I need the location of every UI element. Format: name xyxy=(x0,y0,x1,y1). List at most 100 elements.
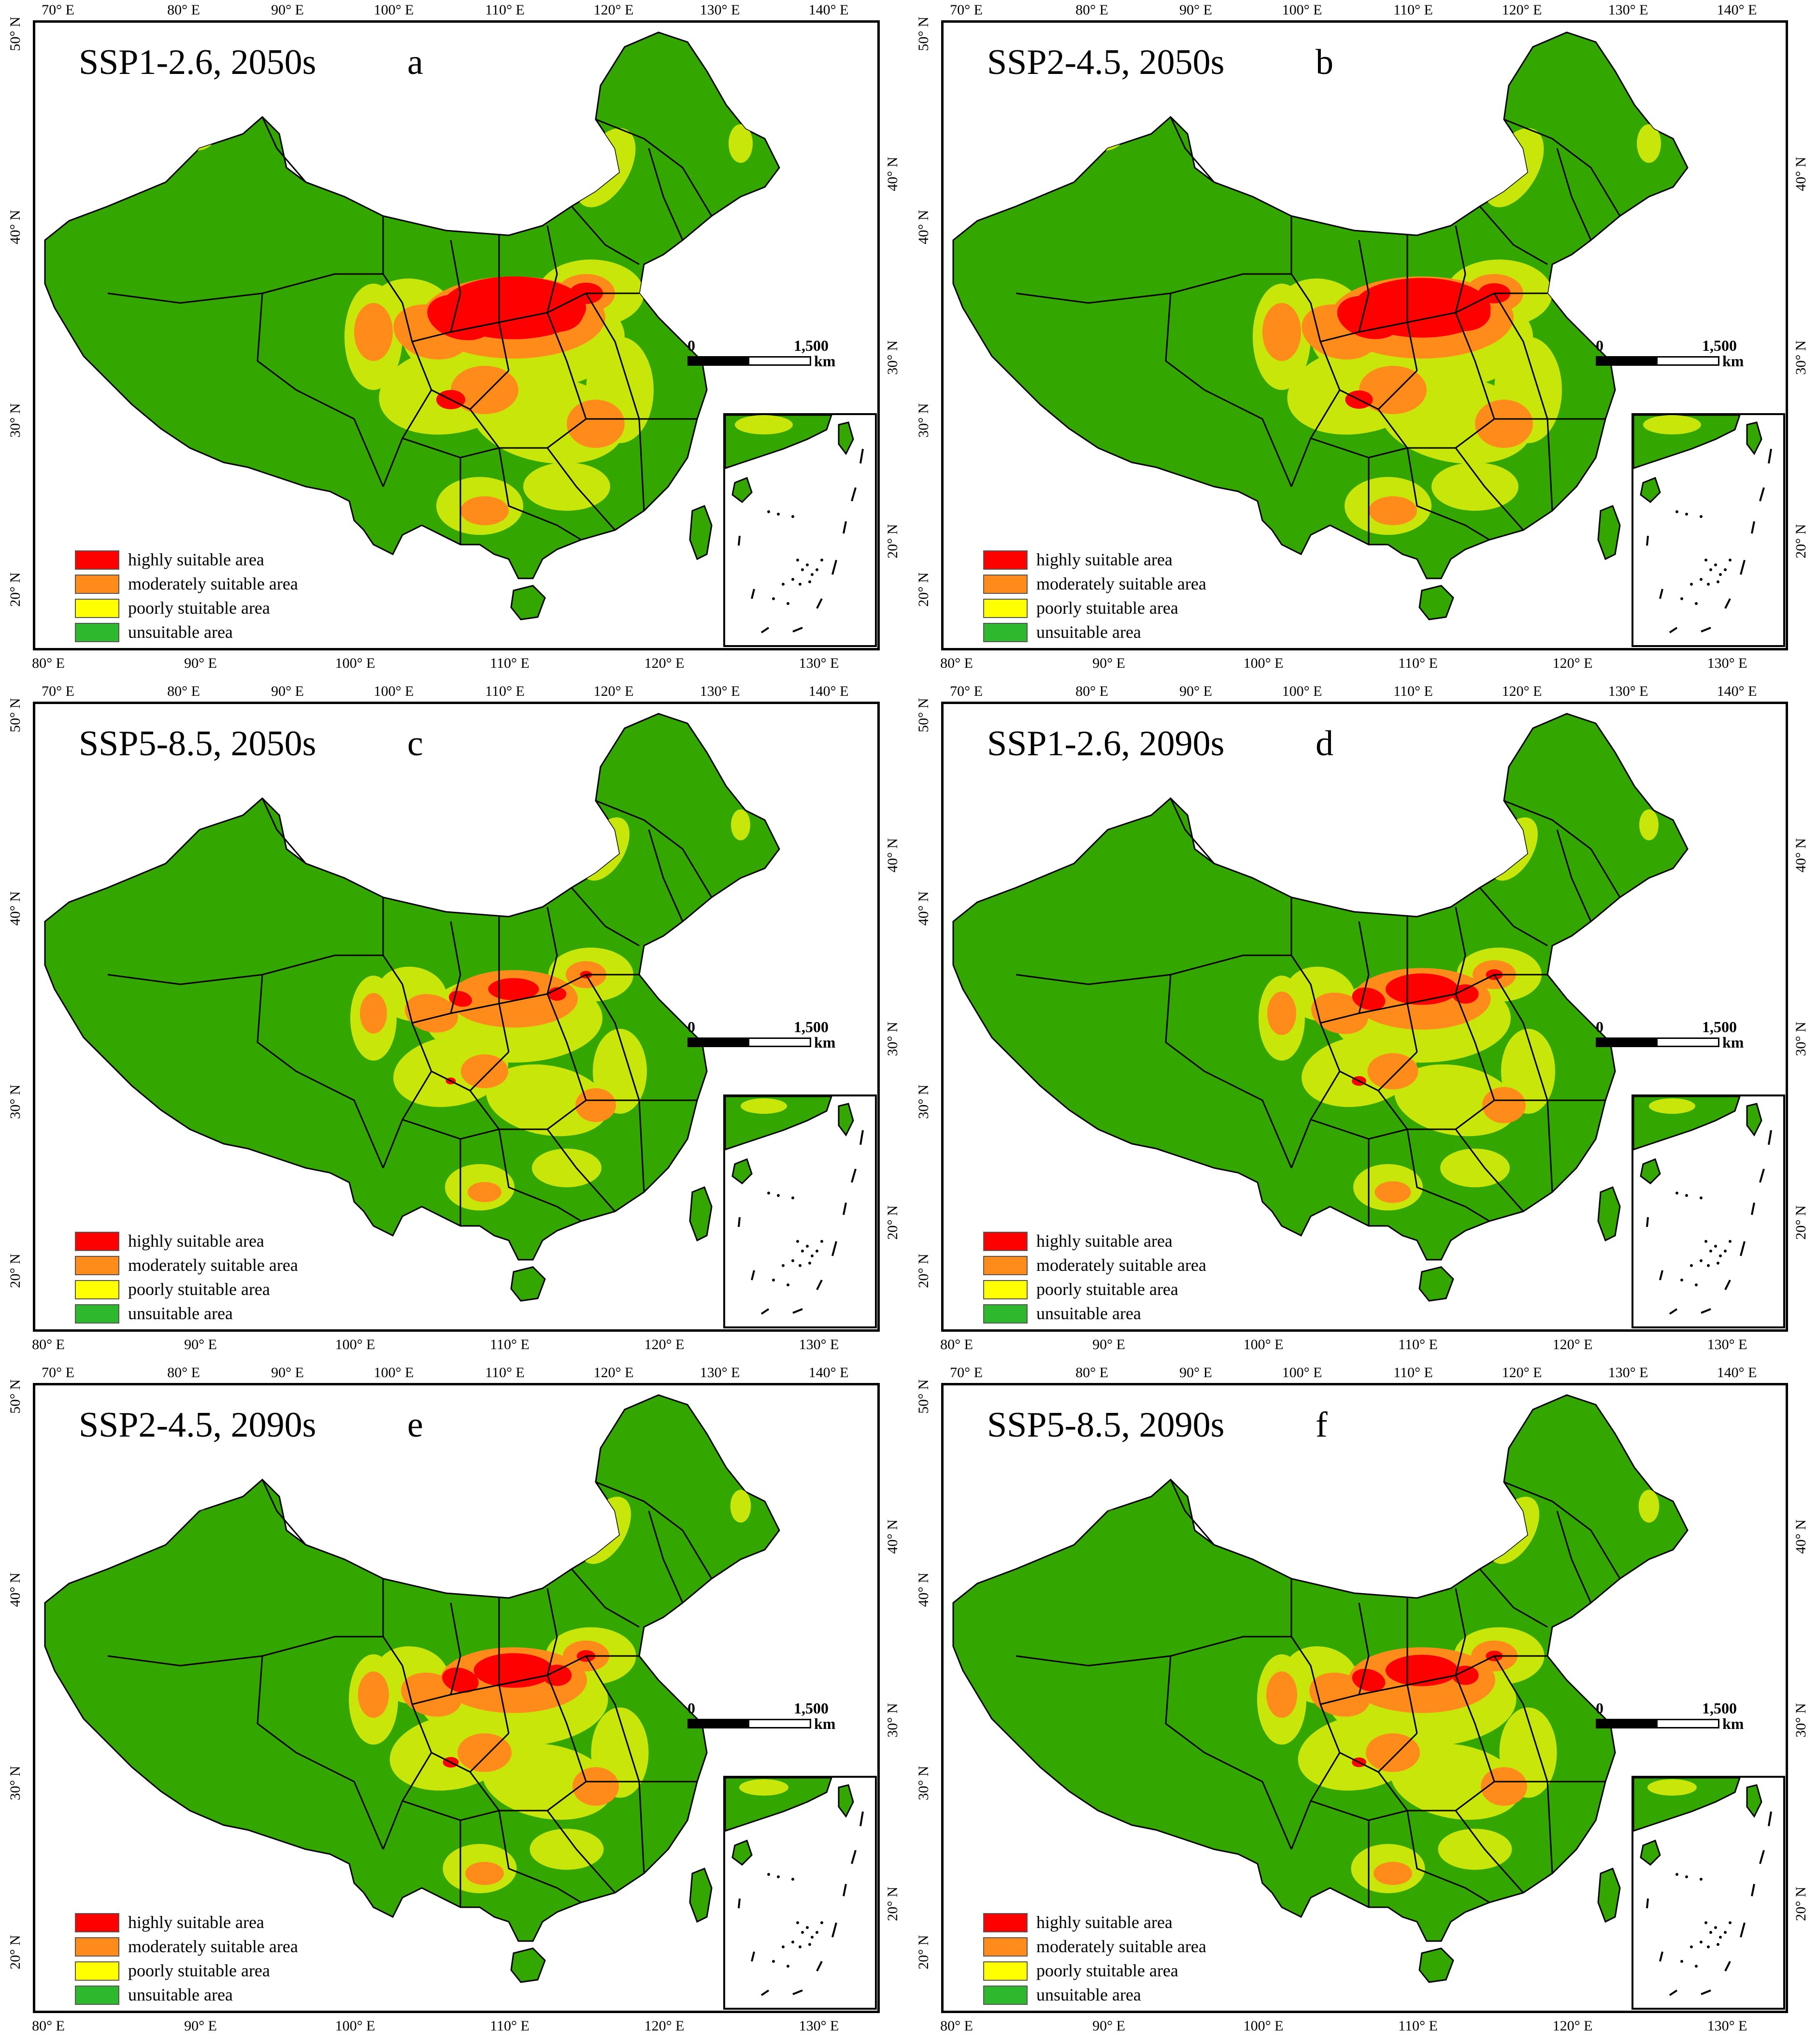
legend-swatch-highly xyxy=(983,550,1028,570)
top-tick-label: 100° E xyxy=(1282,1365,1322,1381)
inset-island-dot xyxy=(1707,583,1710,586)
legend-label-poorly: poorly stuitable area xyxy=(128,598,270,618)
left-lat-label: 20° N xyxy=(7,1253,23,1288)
inset-dash-line xyxy=(831,1922,837,1938)
legend-label-moderately: moderately suitable area xyxy=(1036,1255,1206,1275)
province-boundary xyxy=(595,118,713,216)
inset-island-dot xyxy=(1685,1194,1688,1197)
top-tick-label: 130° E xyxy=(1608,683,1648,699)
bottom-tick-label: 120° E xyxy=(1552,1337,1593,1353)
province-boundary xyxy=(546,907,558,994)
left-lat-label: 20° N xyxy=(916,1935,931,1970)
inset-dash-line xyxy=(851,1168,857,1183)
legend-swatch-highly xyxy=(983,1232,1028,1251)
bottom-tick-label: 90° E xyxy=(1092,655,1125,671)
moderately-suitable-zone xyxy=(1359,366,1427,414)
province-boundary xyxy=(1455,312,1495,419)
top-tick-label: 120° E xyxy=(1502,2,1542,18)
panel-title: SSP2-4.5, 2050s xyxy=(987,43,1225,82)
inset-island-dot xyxy=(772,1960,775,1963)
scale-zero-label: 0 xyxy=(1596,1699,1603,1717)
left-lat-label: 30° N xyxy=(7,403,23,438)
panel-title: SSP1-2.6, 2090s xyxy=(987,724,1225,763)
bottom-tick-label: 110° E xyxy=(490,2018,530,2034)
province-boundary xyxy=(1493,1655,1548,1782)
bottom-tick-label: 80° E xyxy=(32,655,65,671)
inset-dash-line xyxy=(1751,521,1755,534)
panel-letter: f xyxy=(1316,1405,1328,1445)
legend-label-unsuitable: unsuitable area xyxy=(128,1304,233,1323)
inset-island-dot xyxy=(791,1259,794,1262)
bottom-tick-label: 100° E xyxy=(1243,1337,1284,1353)
moderately-suitable-zone xyxy=(468,1182,501,1202)
right-latitude-ticks: 40° N 30° N 20° N xyxy=(883,681,902,1363)
moderately-suitable-zone xyxy=(465,1862,504,1885)
inset-island-dot xyxy=(1704,1921,1707,1924)
highly-suitable-zone xyxy=(473,1653,554,1688)
province-boundary xyxy=(1377,1771,1605,1812)
bottom-tick-label: 90° E xyxy=(1092,1337,1125,1353)
poorly-suitable-zone xyxy=(1438,1828,1512,1870)
inset-dash-line xyxy=(831,1241,837,1256)
map-frame: SSP2-4.5, 2090s e 0 1,500 km highly suitable … xyxy=(33,1383,880,2013)
scale-zero-label: 0 xyxy=(1596,1018,1603,1036)
inset-island-dot xyxy=(791,1196,794,1199)
scale-unit-label: km xyxy=(1722,1715,1744,1732)
inset-dash-line xyxy=(751,1270,755,1281)
scale-max-label: 1,500 xyxy=(1702,1018,1737,1036)
bottom-tick-label: 110° E xyxy=(490,1337,530,1353)
inset-dash-line xyxy=(1659,589,1663,599)
scale-zero-label: 0 xyxy=(1596,337,1603,354)
legend-swatch-poorly xyxy=(983,1280,1028,1299)
legend-swatch-unsuitable xyxy=(75,623,119,642)
inset-island-dot xyxy=(1695,602,1698,605)
province-boundary xyxy=(595,1481,713,1579)
bottom-tick-label: 100° E xyxy=(335,2018,375,2034)
inset-dash-line xyxy=(1740,1922,1746,1938)
inset-island-dot xyxy=(1690,1264,1693,1267)
province-boundary xyxy=(498,917,510,1052)
legend-swatch-unsuitable xyxy=(75,1304,119,1324)
province-boundary xyxy=(1165,974,1292,1168)
poorly-suitable-zone xyxy=(730,1490,751,1523)
province-boundary xyxy=(1546,418,1553,511)
scale-bar-graphic xyxy=(1596,1719,1719,1728)
inset-island-dot xyxy=(1700,1878,1703,1881)
right-lat-label: 20° N xyxy=(1793,524,1809,559)
china-suitability-map xyxy=(952,1394,1689,1983)
inset-island-dot xyxy=(796,559,799,561)
inset-island-dot xyxy=(1724,1931,1727,1934)
hainan-island xyxy=(1418,1947,1454,1983)
inset-island-dot xyxy=(801,1931,804,1934)
left-lat-label: 30° N xyxy=(916,403,931,438)
inset-dash-line xyxy=(1768,1130,1772,1145)
hainan-island xyxy=(1418,1266,1454,1302)
inset-dash-line xyxy=(1759,1850,1765,1864)
province-boundary xyxy=(1546,1100,1553,1193)
province-boundary xyxy=(450,240,461,332)
map-frame: SSP5-8.5, 2050s c 0 1,500 km highly suitable … xyxy=(33,702,880,1332)
province-boundary xyxy=(1455,1129,1524,1212)
province-boundary xyxy=(648,1511,684,1603)
poorly-suitable-zone xyxy=(1638,1490,1660,1523)
left-lat-label: 50° N xyxy=(7,16,23,51)
panel-letter: d xyxy=(1316,724,1333,763)
province-boundary xyxy=(1455,907,1466,994)
panel-title: SSP1-2.6, 2050s xyxy=(79,43,316,82)
map-panel-b: 70° E 80° E 90° E 100° E 110° E 120° E 130° E 1… xyxy=(908,0,1817,681)
top-tick-label: 140° E xyxy=(1717,2,1757,18)
inset-dash-line xyxy=(1768,448,1772,464)
highly-suitable-zone xyxy=(427,294,494,341)
highly-suitable-zone xyxy=(1452,1666,1479,1685)
province-boundary xyxy=(1406,447,1490,541)
province-boundary xyxy=(382,897,413,1023)
poorly-suitable-zone xyxy=(1084,127,1122,151)
inset-island-dot xyxy=(1695,1965,1698,1968)
right-lat-label: 30° N xyxy=(885,1703,901,1738)
province-boundary xyxy=(1319,1022,1418,1092)
province-boundary xyxy=(585,293,640,419)
panel-title: SSP5-8.5, 2090s xyxy=(987,1405,1225,1445)
moderately-suitable-zone xyxy=(354,303,393,361)
highly-suitable-zone xyxy=(1352,1669,1386,1692)
bottom-longitude-ticks: 80° E 90° E 100° E 110° E 120° E 130° E xyxy=(0,1335,908,1354)
